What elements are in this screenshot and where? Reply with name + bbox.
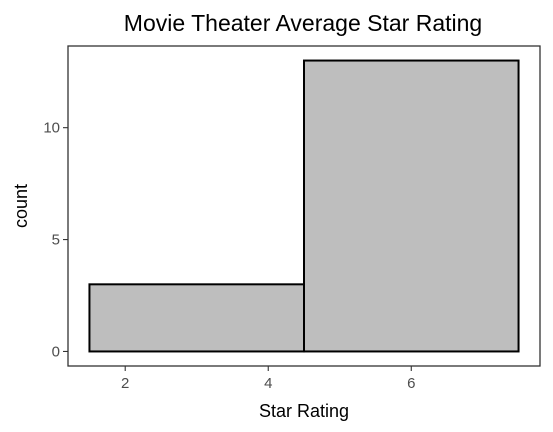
histogram-bar-1 <box>88 283 305 353</box>
histogram-bar-2 <box>303 59 520 353</box>
x-axis: 2 4 6 <box>121 366 415 392</box>
y-tick-label: 5 <box>52 232 60 249</box>
y-axis: 0 5 10 <box>43 120 68 360</box>
x-axis-title: Star Rating <box>259 401 349 421</box>
chart-title: Movie Theater Average Star Rating <box>124 10 482 36</box>
x-tick-label: 4 <box>264 375 272 392</box>
bars-group <box>88 59 520 353</box>
x-tick-label: 6 <box>407 375 415 392</box>
y-tick-label: 10 <box>43 120 60 137</box>
x-tick-label: 2 <box>121 375 129 392</box>
y-axis-title: count <box>11 184 31 228</box>
y-tick-label: 0 <box>52 343 60 360</box>
